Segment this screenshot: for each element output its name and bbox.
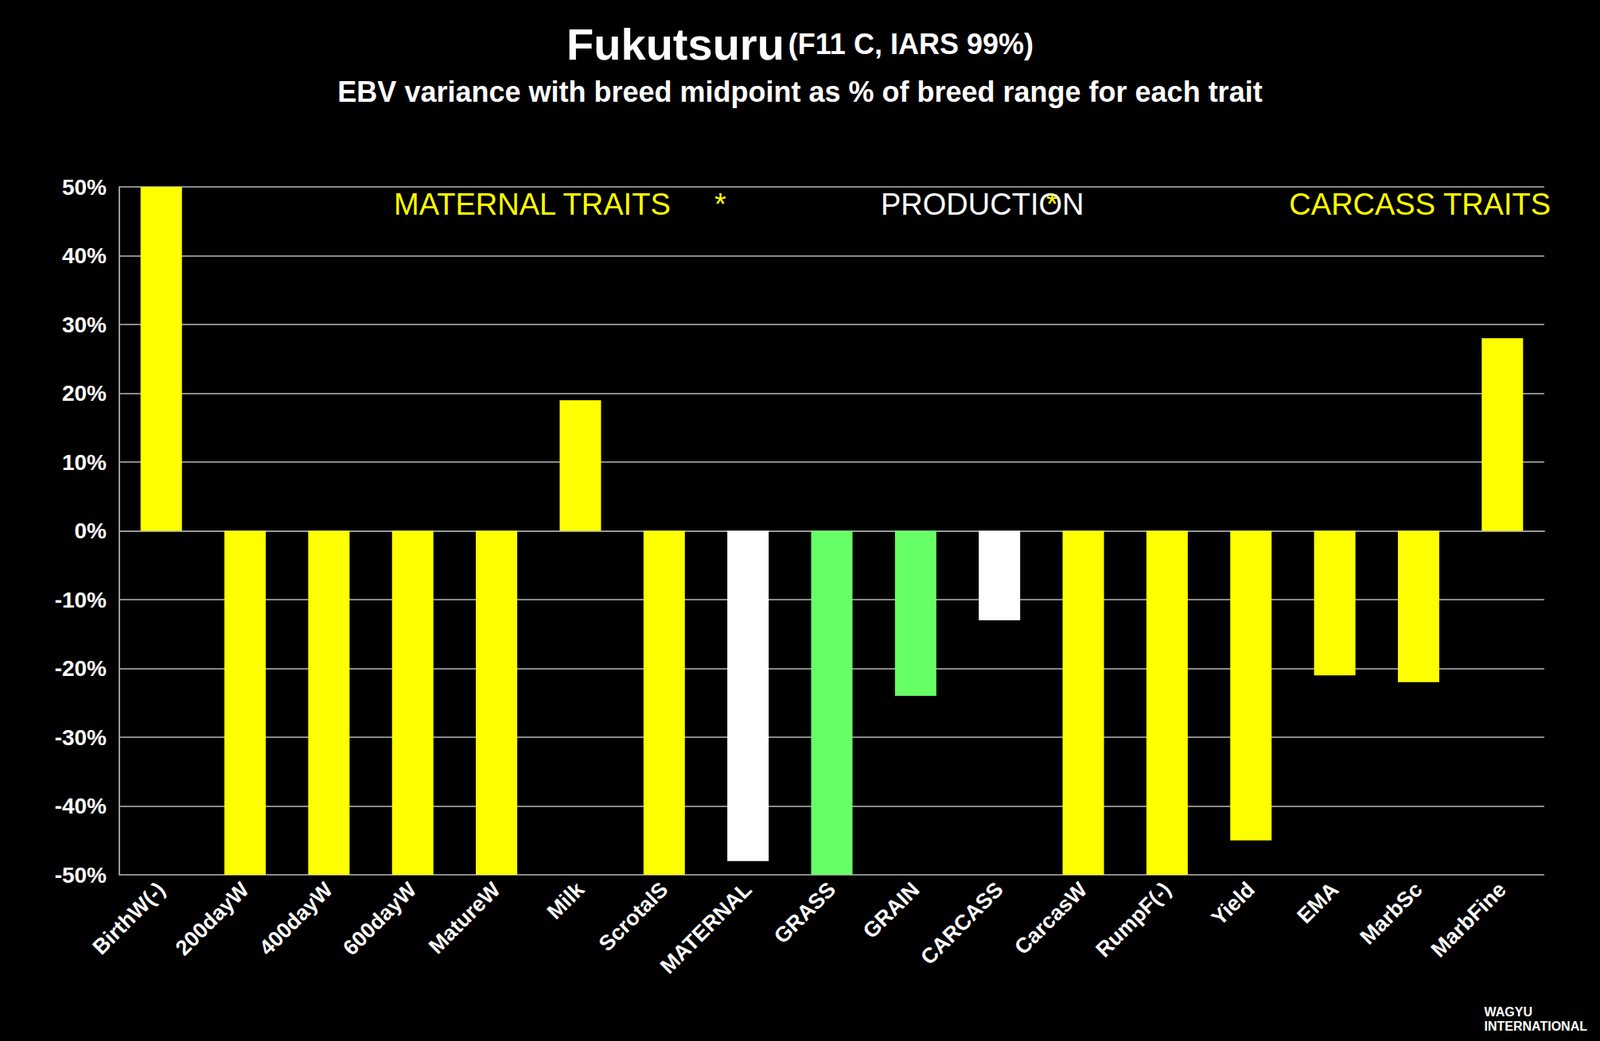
svg-text:30%: 30% <box>62 312 107 338</box>
svg-text:MatureW: MatureW <box>424 877 506 959</box>
svg-text:50%: 50% <box>62 175 107 200</box>
svg-text:MATERNAL TRAITS: MATERNAL TRAITS <box>393 187 671 222</box>
svg-text:-40%: -40% <box>54 794 107 819</box>
svg-text:CarcasW: CarcasW <box>1009 877 1092 960</box>
svg-text:ScrotalS: ScrotalS <box>594 877 674 957</box>
svg-text:BirthW(-): BirthW(-) <box>87 877 170 960</box>
svg-text:INTERNATIONAL: INTERNATIONAL <box>1484 1019 1589 1034</box>
svg-text:600dayW: 600dayW <box>338 877 421 961</box>
svg-text:400dayW: 400dayW <box>254 877 338 961</box>
svg-text:10%: 10% <box>62 450 107 475</box>
svg-text:Yield: Yield <box>1206 877 1260 931</box>
svg-text:CARCASS: CARCASS <box>915 877 1009 970</box>
svg-text:40%: 40% <box>62 243 107 269</box>
svg-text:Fukutsuru: Fukutsuru <box>566 19 785 70</box>
svg-text:RumpF(-): RumpF(-) <box>1091 877 1176 962</box>
svg-text:WAGYU: WAGYU <box>1484 1005 1533 1020</box>
svg-text:Milk: Milk <box>542 877 590 925</box>
svg-text:0%: 0% <box>74 518 108 544</box>
svg-text:GRASS: GRASS <box>769 877 841 949</box>
svg-text:-10%: -10% <box>54 587 107 613</box>
svg-text:CARCASS TRAITS: CARCASS TRAITS <box>1288 187 1551 222</box>
svg-text:-50%: -50% <box>54 863 107 888</box>
svg-text:EMA: EMA <box>1292 877 1344 929</box>
svg-text:20%: 20% <box>62 381 107 406</box>
svg-text:(F11 C, IARS 99%): (F11 C, IARS 99%) <box>788 27 1034 61</box>
svg-text:*: * <box>1046 187 1059 222</box>
svg-text:MarbSc: MarbSc <box>1354 877 1427 950</box>
svg-text:-30%: -30% <box>54 725 107 751</box>
svg-text:EBV variance with breed midpoi: EBV variance with breed midpoint as % of… <box>337 75 1262 109</box>
svg-text:MarbFine: MarbFine <box>1426 877 1511 962</box>
svg-text:GRAIN: GRAIN <box>858 877 925 944</box>
svg-text:-20%: -20% <box>54 656 107 682</box>
svg-text:200dayW: 200dayW <box>171 877 254 961</box>
svg-text:MATERNAL: MATERNAL <box>655 877 757 979</box>
svg-text:PRODUCTION: PRODUCTION <box>880 187 1084 222</box>
svg-text:*: * <box>714 187 727 222</box>
